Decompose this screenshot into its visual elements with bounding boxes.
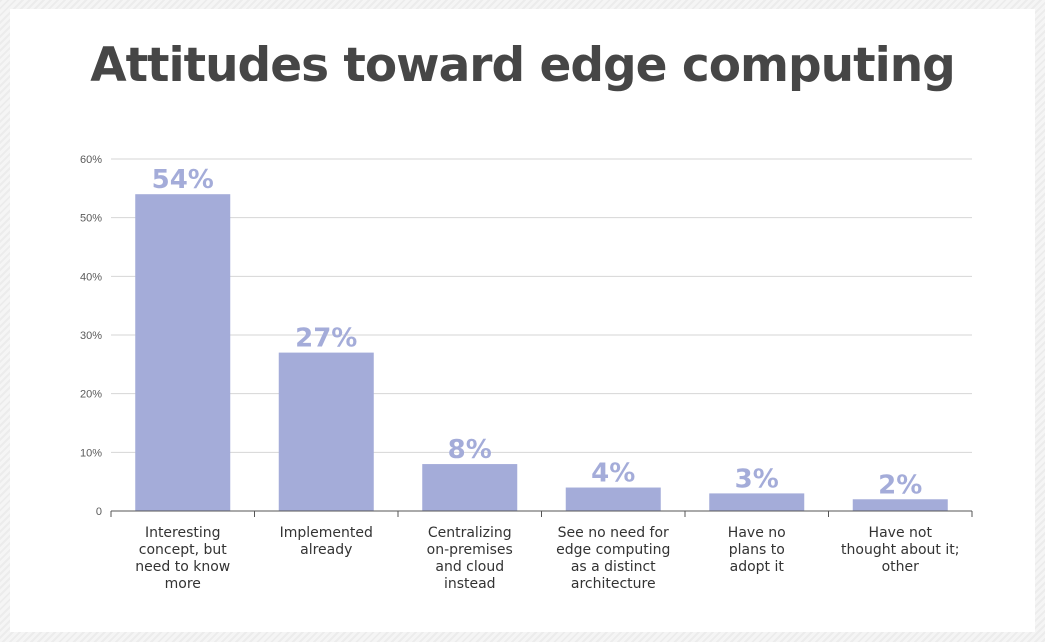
bar-value-label: 3% [735,464,779,494]
bar [278,352,374,511]
y-tick-label: 30% [80,330,102,342]
y-tick-label: 10% [80,447,102,459]
bar-value-label: 54% [152,165,214,195]
chart-title: Attitudes toward edge computing [90,38,956,93]
bar-value-label: 2% [878,470,922,500]
y-tick-label: 20% [80,389,102,401]
y-tick-label: 50% [80,213,102,225]
bar [422,464,518,511]
bar-value-label: 8% [448,435,492,465]
category-label: Interesting concept, but need to know mo… [135,525,231,592]
bar [709,493,805,511]
bar-value-label: 27% [295,324,357,354]
bar [852,499,948,511]
category-label: Have not thought about it; other [841,525,960,575]
bar [565,487,661,511]
bar [135,194,231,511]
bar-value-label: 4% [591,459,635,489]
y-tick-label: 60% [80,154,102,166]
category-label: Centralizing on-premises and cloud inste… [426,525,513,592]
y-tick-label: 0 [96,506,102,518]
y-tick-label: 40% [80,271,102,283]
category-label: Have no plans to adopt it [727,525,786,575]
category-label: Implemented already [279,525,373,558]
category-label: See no need for edge computing as a dist… [556,525,671,592]
